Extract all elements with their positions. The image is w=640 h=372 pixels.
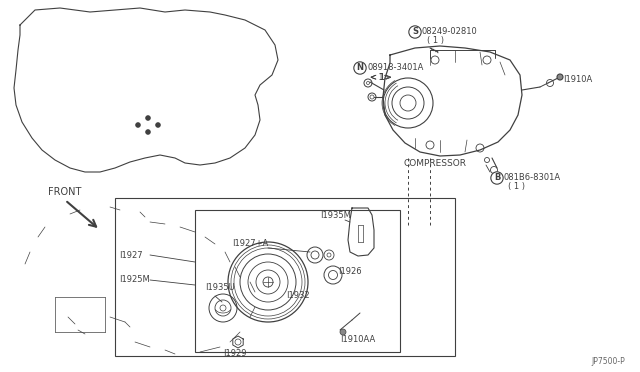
Circle shape (146, 130, 150, 134)
Circle shape (557, 74, 563, 80)
Text: I1926: I1926 (338, 267, 362, 276)
Text: COMPRESSOR: COMPRESSOR (403, 158, 467, 167)
Text: I1910A: I1910A (563, 74, 592, 83)
Bar (115, 198, 455, 356)
Text: JP7500-P: JP7500-P (591, 357, 625, 366)
Text: ( 1 ): ( 1 ) (508, 183, 525, 192)
Text: < 1>: < 1> (370, 73, 392, 81)
Text: 08918-3401A: 08918-3401A (367, 64, 424, 73)
Text: ( 1 ): ( 1 ) (427, 35, 444, 45)
Text: I1927: I1927 (119, 250, 143, 260)
Text: I1935U: I1935U (205, 283, 235, 292)
Text: I1935M: I1935M (320, 211, 351, 219)
Text: S: S (412, 28, 418, 36)
Text: < 1>: < 1> (370, 73, 390, 81)
Circle shape (156, 123, 160, 127)
Circle shape (136, 123, 140, 127)
Text: FRONT: FRONT (48, 187, 81, 197)
Text: I1925M: I1925M (119, 276, 150, 285)
Text: N: N (356, 64, 364, 73)
Text: I1910AA: I1910AA (340, 336, 375, 344)
Text: I1932: I1932 (286, 291, 310, 299)
Bar (195, 210, 400, 352)
Text: 081B6-8301A: 081B6-8301A (504, 173, 561, 183)
Circle shape (340, 329, 346, 335)
Text: I1929: I1929 (223, 350, 247, 359)
Text: < 1>: < 1> (370, 73, 392, 81)
Text: B: B (494, 173, 500, 183)
Text: I1927+A: I1927+A (232, 238, 268, 247)
Text: 08249-02810: 08249-02810 (421, 28, 477, 36)
Circle shape (146, 116, 150, 120)
